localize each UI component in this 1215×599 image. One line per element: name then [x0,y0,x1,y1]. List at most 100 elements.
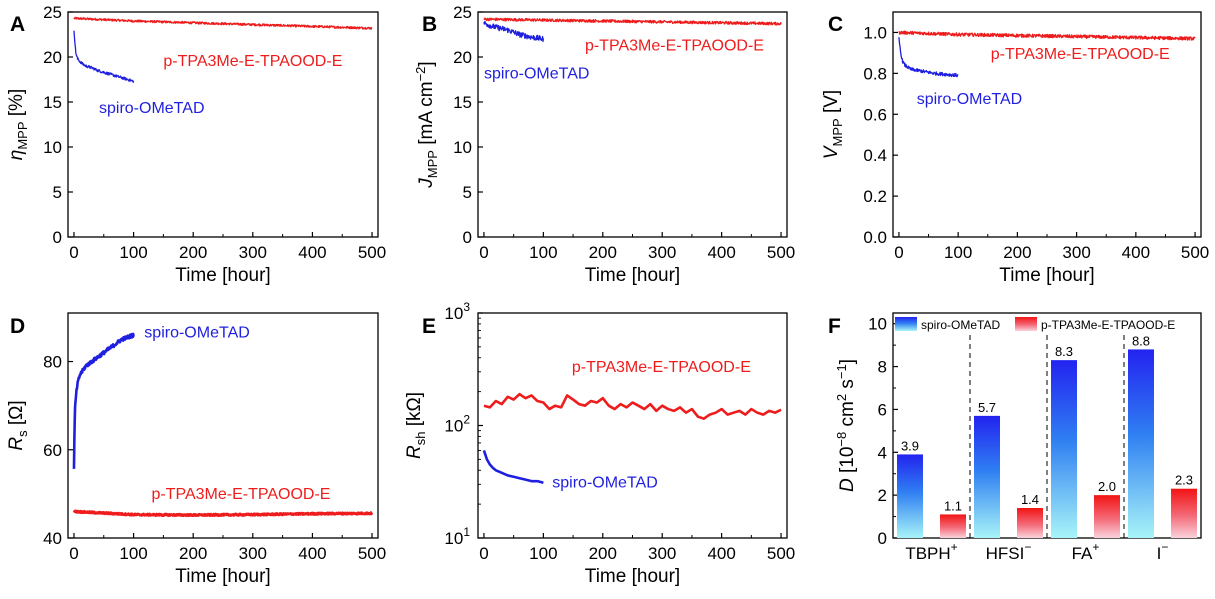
x-tick-label: 300 [239,243,267,262]
panel-b: 0 100 200 300 400 500 0 5 10 15 20 25 p-TPA3Me-E-TPA… [413,3,795,286]
y-axis-title: ηMPP [%] [6,89,30,160]
bar-value-label: 2.3 [1175,473,1193,488]
y-tick-label: 2 [878,486,887,505]
y-axis-title-unit: ] [416,61,437,66]
y-axis-title-subscript: sh [413,432,428,446]
x-category-charge: + [951,540,958,554]
panel-letter: F [828,315,841,338]
series-line-spiro-ometad [483,20,545,43]
y-axis-title-unit: [%] [6,89,27,122]
bar-p-tpa3me-e-tpaood-e [1094,495,1120,538]
bar-spiro-ometad [974,415,1000,538]
y-tick-label: 103 [444,300,470,323]
bar-p-tpa3me-e-tpaood-e [940,514,966,538]
legend-swatch-p-tpa3me-e-tpaood-e [1015,317,1037,331]
bar-spiro-ometad [1051,360,1077,538]
x-tick-label: 200 [1003,243,1031,262]
y-axis-title-superscript: −8 [834,432,849,447]
x-tick-label: 500 [358,544,386,563]
bar-value-label: 8.3 [1055,344,1073,359]
y-axis-title: VMPP [V] [821,90,845,159]
y-tick-label: 25 [43,3,62,22]
bar-value-label: 1.1 [944,498,962,513]
y-tick-label: 20 [453,48,472,67]
panel-c: 0 100 200 300 400 500 0.0 0.2 0.4 0.6 0.8 1.0 p-TPA3… [821,11,1209,286]
series-line-spiro-ometad [73,30,135,84]
plot-frame [477,312,788,539]
y-axis-title-symbol: R [404,445,425,459]
y-axis-title-symbol: R [6,437,27,451]
panel-letter: B [422,13,437,36]
x-axis-title: Time [hour] [175,265,270,286]
x-tick-label: 100 [119,544,147,563]
x-category-name: HFSI [986,544,1025,563]
x-tick-label: 0 [894,243,903,262]
bar-value-label: 1.4 [1021,492,1039,507]
x-tick-label: 0 [69,243,78,262]
x-tick-label: 200 [589,544,617,563]
panel-letter: E [422,315,436,338]
legend-swatch-spiro-ometad [895,317,917,331]
x-category-charge: + [1092,540,1099,554]
panel-d: 0 100 200 300 400 500 40 60 80 spiro-OMeTAD p-TPA3… [6,312,386,587]
series-annotation: p-TPA3Me-E-TPAOOD-E [151,486,330,503]
y-tick-exponent: 2 [463,413,470,427]
y-axis-title-unit: [mA cm [416,81,437,150]
x-tick-label: 400 [1122,243,1150,262]
series-annotation: spiro-OMeTAD [144,324,250,341]
x-category-charge: − [1161,540,1168,554]
y-axis-title-unit: [V] [821,90,842,119]
series-annotation: spiro-OMeTAD [99,100,205,117]
y-tick-label: 0.0 [863,228,887,247]
series-annotation: p-TPA3Me-E-TPAOOD-E [572,359,751,376]
x-category-name: FA [1072,544,1093,563]
y-tick-label: 80 [43,353,62,372]
y-tick-label: 0.8 [863,64,887,83]
panel-f: 02468103.91.1TBPH+5.71.4HFSI−8.32.0FA+8.… [828,312,1202,563]
x-category-label: HFSI− [986,540,1032,563]
y-tick-exponent: 1 [463,525,470,539]
panel-letter: A [10,13,25,36]
y-tick-label: 5 [53,183,62,202]
y-axis-title-symbol: η [6,150,27,161]
y-axis-title-unit: ] [837,359,858,364]
x-axis-title: Time [hour] [175,566,270,587]
x-tick-label: 0 [479,544,488,563]
y-axis-title-subscript: MPP [15,122,30,150]
series-line-spiro-ometad [72,332,135,469]
y-tick-label: 15 [453,93,472,112]
y-axis-title-subscript: MPP [425,150,440,178]
x-tick-label: 400 [707,243,735,262]
y-axis-title-unit: s [837,379,858,394]
x-category-label: I− [1157,540,1169,563]
y-tick-label: 25 [453,3,472,22]
bar-value-label: 3.9 [901,438,919,453]
bar-spiro-ometad [1128,349,1154,538]
legend-label: p-TPA3Me-E-TPAOOD-E [1041,318,1175,332]
y-axis-title: Rsh [kΩ] [404,392,428,459]
series-annotation: spiro-OMeTAD [484,66,590,83]
x-tick-label: 100 [529,544,557,563]
series-annotation: p-TPA3Me-E-TPAOOD-E [163,53,342,70]
y-axis-title-subscript: MPP [830,118,845,146]
y-axis-title-symbol: D [837,478,858,492]
y-axis-title-unit: [Ω] [6,400,27,430]
y-tick-label: 102 [444,413,470,436]
series-line-spiro-ometad [482,450,544,484]
bar-spiro-ometad [897,454,923,538]
series-line-p-tpa3me-e-tpaood-e [898,30,1196,41]
y-tick-label: 10 [43,138,62,157]
y-axis-title-unit: cm [837,401,858,432]
x-tick-label: 200 [589,243,617,262]
panel-e: 0 100 200 300 400 500101102103p-TPA3Me-E-TPAO… [404,300,795,587]
x-tick-label: 100 [944,243,972,262]
y-tick-label: 15 [43,93,62,112]
y-axis-title-unit: [kΩ] [404,392,425,432]
y-axis-title-superscript: 2 [834,394,849,401]
x-axis-title: Time [hour] [585,265,680,286]
y-axis-title: Rs [Ω] [6,400,30,450]
x-axis-title: Time [hour] [999,265,1094,286]
y-axis-title: JMPP [mA cm−2] [413,61,440,188]
y-tick-label: 10 [453,138,472,157]
y-tick-label: 10 [868,315,887,334]
